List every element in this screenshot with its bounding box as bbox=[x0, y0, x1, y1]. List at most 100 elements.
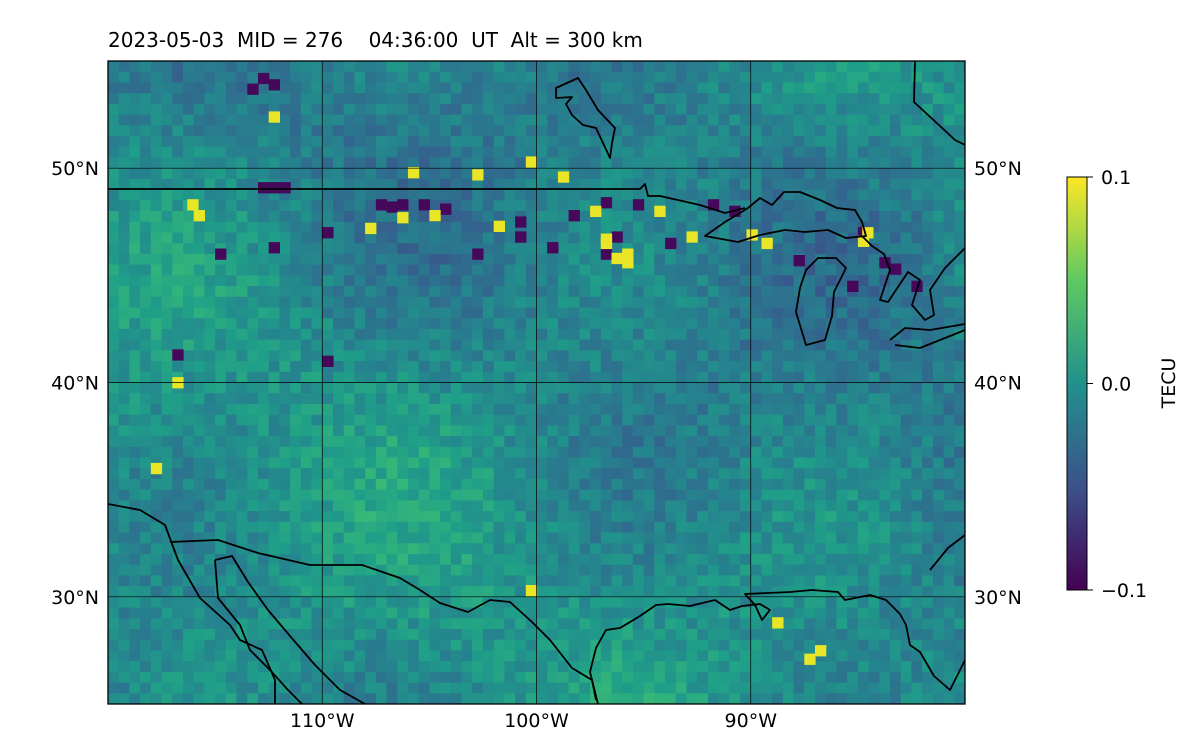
tec-cell bbox=[172, 511, 184, 523]
tec-cell bbox=[825, 178, 837, 191]
tec-cell bbox=[150, 671, 163, 684]
tec-cell bbox=[740, 639, 752, 651]
tec-cell bbox=[697, 93, 709, 105]
tec-cell bbox=[129, 339, 141, 351]
tec-cell bbox=[943, 61, 955, 73]
tec-cell bbox=[804, 82, 816, 94]
tec-cell bbox=[493, 650, 505, 662]
tec-cell bbox=[450, 543, 463, 555]
tec-cell bbox=[365, 478, 377, 491]
tec-cell bbox=[204, 189, 216, 201]
tec-cell bbox=[515, 71, 527, 83]
tec-cell bbox=[108, 114, 120, 126]
tec-cell bbox=[418, 339, 430, 351]
tec-cell bbox=[954, 521, 965, 534]
tec-cell bbox=[333, 500, 345, 512]
tec-cell bbox=[600, 189, 613, 201]
tec-cell bbox=[525, 682, 538, 694]
tec-cell bbox=[386, 564, 398, 576]
tec-cell bbox=[665, 136, 677, 148]
tec-cell bbox=[718, 286, 730, 298]
tec-cell bbox=[300, 307, 313, 319]
tec-cell bbox=[258, 532, 270, 544]
tec-cell bbox=[440, 189, 452, 201]
tec-cell bbox=[204, 436, 216, 448]
tec-cell bbox=[782, 253, 795, 266]
tec-cell bbox=[632, 136, 645, 148]
tec-cell bbox=[675, 554, 688, 566]
tec-cell bbox=[279, 500, 291, 512]
tec-cell bbox=[654, 61, 666, 73]
tec-cell bbox=[740, 693, 752, 704]
tec-cell bbox=[954, 211, 965, 223]
tec-cell bbox=[847, 339, 859, 351]
tec-cell bbox=[343, 500, 355, 512]
tec-cell bbox=[311, 500, 323, 512]
tec-cell bbox=[611, 339, 623, 351]
tec-cell bbox=[108, 586, 120, 598]
tec-cell bbox=[515, 639, 527, 651]
tec-cell bbox=[150, 253, 163, 266]
tec-cell bbox=[258, 382, 270, 394]
tec-cell bbox=[354, 489, 366, 501]
tec-cell bbox=[836, 103, 848, 116]
tec-cell bbox=[322, 521, 334, 534]
tec-cell bbox=[118, 178, 130, 191]
tec-cell bbox=[740, 500, 752, 512]
tec-cell bbox=[718, 328, 730, 341]
tec-cell bbox=[397, 286, 409, 298]
tec-cell bbox=[343, 253, 355, 266]
tec-cell bbox=[300, 189, 313, 201]
tec-cell bbox=[847, 661, 859, 673]
tec-cell bbox=[386, 361, 398, 373]
tec-cell bbox=[225, 232, 238, 244]
tec-cell bbox=[290, 296, 302, 309]
tec-cell bbox=[579, 564, 591, 576]
tec-cell bbox=[258, 318, 270, 330]
tec-cell bbox=[172, 607, 184, 619]
tec-cell bbox=[322, 446, 334, 459]
eastern-coastline bbox=[913, 61, 965, 146]
tec-cell bbox=[375, 629, 388, 641]
tec-cell bbox=[482, 393, 495, 405]
tec-cell bbox=[611, 243, 623, 255]
tec-cell bbox=[418, 521, 430, 534]
tec-cell bbox=[857, 543, 870, 555]
tec-cell bbox=[215, 532, 227, 544]
tec-cell bbox=[750, 157, 763, 169]
tec-cell bbox=[654, 371, 666, 384]
tec-cell bbox=[129, 328, 141, 341]
tec-cell bbox=[300, 682, 313, 694]
tec-cell bbox=[900, 596, 912, 609]
tec-cell bbox=[236, 71, 248, 83]
tec-cell bbox=[665, 61, 677, 73]
tec-anomaly-cell bbox=[632, 199, 645, 211]
tec-cell bbox=[172, 136, 184, 148]
tec-cell bbox=[365, 618, 377, 630]
tec-cell bbox=[665, 393, 677, 405]
tec-cell bbox=[868, 618, 880, 630]
tec-cell bbox=[932, 543, 945, 555]
tec-cell bbox=[868, 350, 880, 362]
tec-cell bbox=[536, 511, 548, 523]
tec-cell bbox=[333, 93, 345, 105]
tec-cell bbox=[161, 146, 173, 158]
tec-cell bbox=[279, 661, 291, 673]
tec-cell bbox=[472, 393, 484, 405]
tec-cell bbox=[847, 200, 859, 212]
tec-cell bbox=[461, 639, 473, 651]
tec-cell bbox=[504, 543, 516, 555]
tec-cell bbox=[547, 136, 559, 148]
tec-cell bbox=[472, 361, 484, 373]
tec-cell bbox=[643, 382, 655, 394]
tec-cell bbox=[482, 61, 495, 73]
tec-cell bbox=[675, 264, 688, 276]
tec-cell bbox=[290, 650, 302, 662]
tec-cell bbox=[836, 307, 848, 319]
tec-cell bbox=[215, 318, 227, 330]
tec-cell bbox=[407, 82, 420, 94]
tec-cell bbox=[804, 436, 816, 448]
tec-cell bbox=[654, 146, 666, 158]
tec-cell bbox=[954, 457, 965, 469]
tec-cell bbox=[172, 328, 184, 341]
